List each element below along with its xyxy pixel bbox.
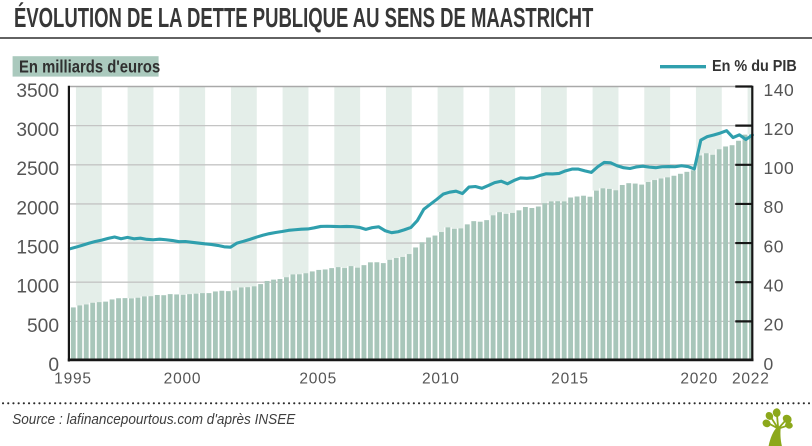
svg-text:100: 100	[764, 158, 795, 178]
svg-text:80: 80	[764, 197, 784, 217]
svg-text:En milliards d'euros: En milliards d'euros	[19, 58, 160, 77]
svg-text:3500: 3500	[16, 81, 59, 102]
svg-text:1000: 1000	[16, 277, 59, 298]
svg-text:2022: 2022	[732, 371, 770, 388]
svg-text:2020: 2020	[680, 371, 718, 388]
svg-text:1500: 1500	[16, 237, 59, 258]
svg-text:0: 0	[48, 355, 59, 376]
svg-text:1995: 1995	[54, 371, 92, 388]
svg-text:20: 20	[764, 315, 784, 335]
svg-text:2005: 2005	[299, 371, 337, 388]
svg-text:500: 500	[27, 316, 59, 337]
svg-text:2015: 2015	[551, 371, 589, 388]
svg-text:2500: 2500	[16, 159, 59, 180]
svg-text:3000: 3000	[16, 120, 59, 141]
svg-text:2000: 2000	[164, 371, 202, 388]
svg-text:2010: 2010	[422, 371, 460, 388]
svg-text:40: 40	[764, 276, 784, 296]
svg-text:2000: 2000	[16, 198, 59, 219]
svg-text:En % du PIB: En % du PIB	[712, 57, 797, 75]
svg-text:Source : lafinancepourtous.com: Source : lafinancepourtous.com d'après I…	[12, 411, 296, 428]
svg-text:120: 120	[764, 119, 795, 139]
svg-text:60: 60	[764, 236, 784, 256]
svg-text:0: 0	[764, 354, 774, 374]
svg-text:140: 140	[764, 80, 795, 100]
svg-text:ÉVOLUTION DE LA DETTE PUBLIQUE: ÉVOLUTION DE LA DETTE PUBLIQUE AU SENS D…	[14, 1, 594, 34]
